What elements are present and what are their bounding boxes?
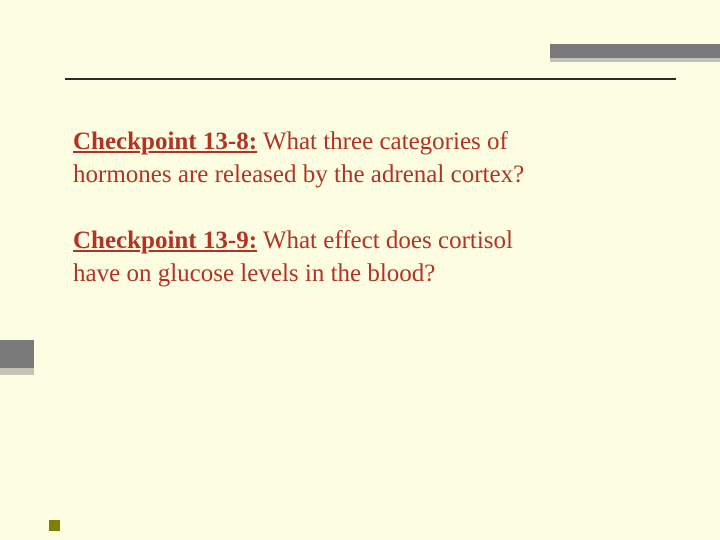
checkpoint-question-line2: hormones are released by the adrenal cor… bbox=[73, 161, 524, 188]
top-accent-dark bbox=[550, 44, 720, 58]
checkpoint-label: Checkpoint 13-8: bbox=[73, 128, 257, 155]
checkpoint-question-line1: What effect does cortisol bbox=[257, 227, 513, 254]
top-accent-light bbox=[550, 58, 720, 62]
bullet-icon bbox=[49, 520, 60, 531]
left-accent-dark bbox=[0, 340, 34, 368]
left-accent-light bbox=[0, 368, 34, 375]
checkpoint-13-9: Checkpoint 13-9: What effect does cortis… bbox=[73, 225, 633, 290]
checkpoint-question-line1: What three categories of bbox=[257, 128, 508, 155]
content-area: Checkpoint 13-8: What three categories o… bbox=[73, 126, 633, 324]
checkpoint-13-8: Checkpoint 13-8: What three categories o… bbox=[73, 126, 633, 191]
checkpoint-question-line2: have on glucose levels in the blood? bbox=[73, 260, 435, 287]
top-horizontal-rule bbox=[65, 78, 676, 80]
checkpoint-label: Checkpoint 13-9: bbox=[73, 227, 257, 254]
